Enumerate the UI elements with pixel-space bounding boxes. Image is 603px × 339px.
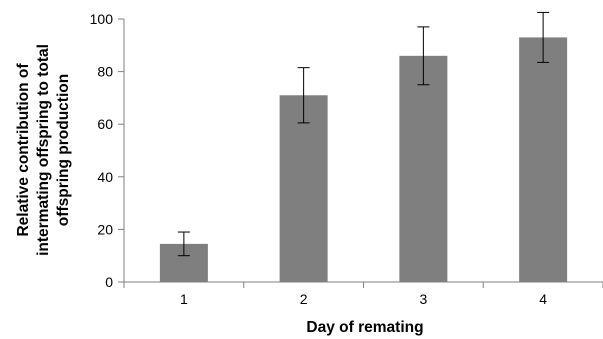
bar-day-2 [279, 95, 328, 283]
y-tick-label: 80 [97, 64, 113, 80]
y-tick-label: 20 [97, 221, 113, 237]
error-bar-day-1 [177, 231, 190, 257]
x-tick-label: 3 [419, 291, 427, 307]
error-bar-day-4 [537, 11, 550, 63]
y-tick-label: 100 [90, 11, 114, 27]
bars-group [159, 37, 568, 283]
axes-group [118, 18, 603, 288]
x-tick-label: 2 [300, 291, 308, 307]
error-bars-group [177, 11, 550, 257]
y-ticks-group: 0 20 40 60 80 100 [90, 11, 114, 290]
x-tick-label: 1 [180, 291, 188, 307]
y-tick-label: 0 [105, 274, 113, 290]
x-axis-title: Day of remating [306, 319, 423, 336]
error-bar-day-2 [297, 67, 310, 124]
bar-day-4 [519, 37, 568, 282]
y-axis-title-line-2: intermating offspring to total [35, 44, 52, 256]
y-axis-title: Relative contribution of intermating off… [15, 44, 72, 256]
x-tick-label: 4 [539, 291, 547, 307]
error-bar-day-3 [417, 26, 430, 86]
y-tick-label: 60 [97, 116, 113, 132]
y-axis-title-line-1: Relative contribution of [15, 63, 32, 237]
y-tick-label: 40 [97, 169, 113, 185]
y-axis-title-line-3: offspring production [55, 74, 72, 226]
x-ticks-group: 1 2 3 4 [180, 291, 547, 307]
bar-day-3 [399, 55, 448, 282]
